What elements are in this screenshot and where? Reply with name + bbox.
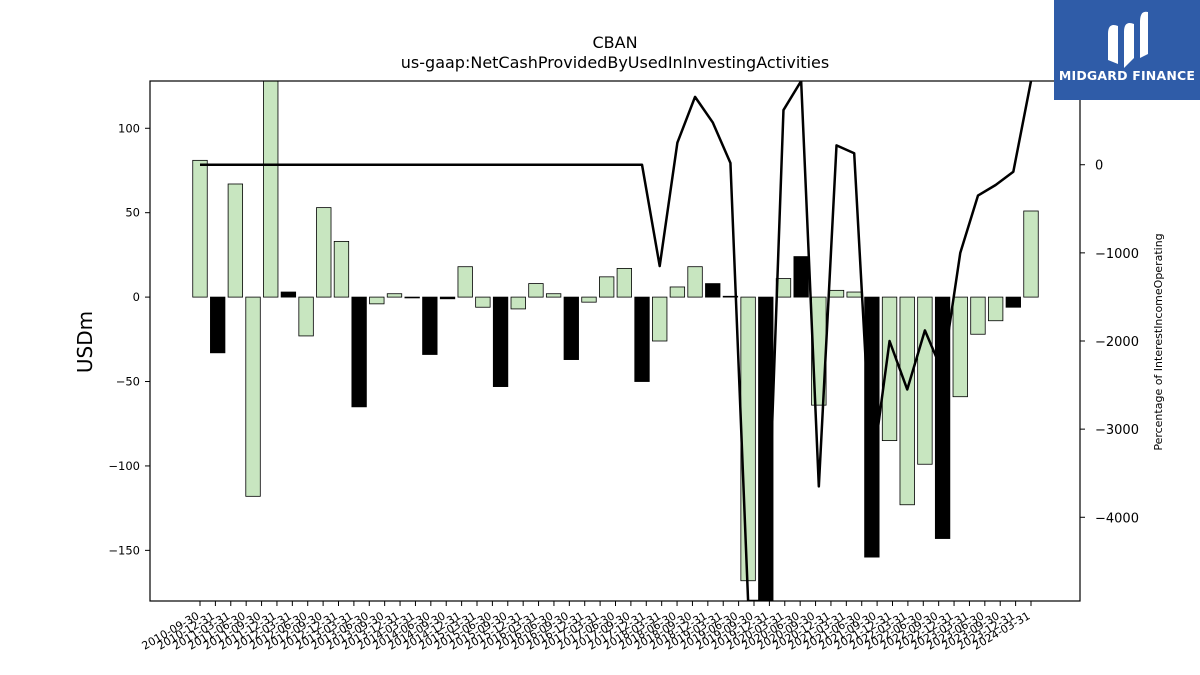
bar-40 <box>899 296 915 506</box>
bar-13 <box>422 296 438 355</box>
bar-7 <box>316 207 332 298</box>
bar-16 <box>475 296 491 308</box>
bar-36 <box>828 289 845 298</box>
bar-11 <box>386 293 403 298</box>
y-axis-label: USDm <box>73 311 97 373</box>
y2-tick-label: −3000 <box>1095 423 1139 438</box>
bar-10 <box>369 296 385 305</box>
chart-subtitle: us-gaap:NetCashProvidedByUsedInInvesting… <box>401 53 829 72</box>
bar-0 <box>192 159 208 298</box>
y-tick-label: −50 <box>116 375 140 389</box>
y-axis-left: 100 50 0 −50 −100 −150 <box>108 121 150 557</box>
bar-42 <box>934 296 951 539</box>
y2-tick-label: 0 <box>1095 159 1103 174</box>
bar-6 <box>298 296 314 337</box>
bar-28 <box>687 266 703 298</box>
bar-14 <box>439 296 456 300</box>
bar-1 <box>210 296 226 354</box>
bar-46 <box>1005 296 1021 308</box>
bar-44 <box>970 296 986 335</box>
bar-47 <box>1023 210 1039 298</box>
bar-17 <box>492 296 509 387</box>
bar-2 <box>227 183 244 298</box>
chart-title: CBAN <box>592 33 637 52</box>
bar-41 <box>917 296 933 465</box>
bar-18 <box>510 296 526 310</box>
y2-tick-label: −4000 <box>1095 511 1139 526</box>
y2-tick-label: −2000 <box>1095 335 1139 350</box>
bar-25 <box>634 296 650 382</box>
midgard-logo-icon <box>1108 11 1148 68</box>
logo-badge: MIDGARD FINANCE <box>1054 0 1200 100</box>
bar-27 <box>669 286 686 298</box>
y-tick-label: −100 <box>108 459 140 473</box>
logo-text: MIDGARD FINANCE <box>1058 68 1196 83</box>
bar-9 <box>351 296 367 408</box>
bars-group <box>192 81 1039 601</box>
bar-39 <box>881 296 898 442</box>
bar-20 <box>545 293 562 298</box>
series-line <box>200 81 1033 601</box>
y-tick-label: 0 <box>133 290 140 304</box>
bar-5 <box>280 291 297 298</box>
bar-37 <box>846 291 862 298</box>
y-tick-label: 100 <box>118 121 140 135</box>
bar-34 <box>793 256 809 298</box>
bar-8 <box>333 240 350 298</box>
bar-29 <box>705 283 721 298</box>
y-tick-label: 50 <box>125 206 140 220</box>
bar-30 <box>722 295 739 298</box>
bar-3 <box>245 296 261 497</box>
bar-43 <box>952 296 968 398</box>
y-tick-label: −150 <box>108 543 140 557</box>
bar-4 <box>263 81 279 298</box>
x-axis: 2010-09-302010-12-312011-03-312011-06-30… <box>140 601 1033 653</box>
line-group <box>200 81 1033 601</box>
y2-tick-label: −1000 <box>1095 247 1139 262</box>
y2-axis-label: Percentage of InterestIncomeOperating <box>1152 233 1165 450</box>
bar-24 <box>616 267 632 298</box>
bar-23 <box>599 276 615 298</box>
bar-22 <box>581 296 597 303</box>
bar-26 <box>652 296 668 342</box>
bar-15 <box>457 266 473 298</box>
y-axis-right: 0 −1000 −2000 −3000 −4000 <box>1080 159 1139 526</box>
bar-12 <box>404 296 420 299</box>
bar-31 <box>740 296 756 582</box>
bar-21 <box>563 296 579 360</box>
bar-19 <box>528 283 544 298</box>
bar-45 <box>987 296 1004 322</box>
